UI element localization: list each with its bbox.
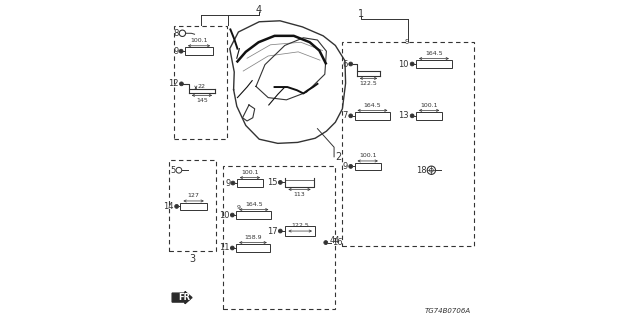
Text: 122.5: 122.5 [360, 81, 378, 86]
Bar [355, 163, 381, 170]
Bar [355, 112, 390, 120]
Circle shape [410, 114, 414, 118]
Text: FR.: FR. [179, 293, 194, 302]
Text: 1: 1 [358, 9, 364, 20]
Text: 6: 6 [343, 60, 348, 68]
Text: 7: 7 [343, 111, 348, 120]
Text: 9: 9 [236, 204, 240, 210]
Bar [342, 42, 474, 246]
Bar [416, 112, 442, 120]
Text: 44: 44 [330, 236, 340, 245]
Text: 5: 5 [170, 166, 175, 175]
Bar [185, 47, 213, 55]
Bar [223, 166, 335, 309]
Circle shape [278, 229, 282, 233]
Text: 14: 14 [164, 202, 174, 211]
Text: 18: 18 [415, 166, 426, 175]
Circle shape [410, 62, 414, 66]
Text: 16: 16 [332, 238, 342, 247]
Text: 158.9: 158.9 [244, 235, 262, 240]
Circle shape [175, 204, 179, 208]
Circle shape [324, 241, 328, 244]
Text: 17: 17 [267, 227, 278, 236]
Text: 122.5: 122.5 [291, 223, 309, 228]
Text: 2: 2 [335, 152, 342, 162]
Text: 8: 8 [173, 29, 179, 38]
Bar [285, 226, 315, 236]
Bar [169, 160, 216, 251]
Text: 10: 10 [220, 211, 230, 220]
Bar [237, 179, 263, 187]
Text: 145: 145 [196, 98, 208, 103]
Text: 100.1: 100.1 [190, 38, 208, 43]
Text: 164.5: 164.5 [245, 202, 262, 207]
Circle shape [230, 213, 234, 217]
Bar [416, 60, 452, 68]
Circle shape [179, 49, 183, 53]
Text: 4: 4 [255, 5, 262, 15]
Circle shape [278, 180, 282, 184]
Text: 9: 9 [343, 162, 348, 171]
Text: 100.1: 100.1 [420, 103, 438, 108]
Circle shape [230, 246, 234, 250]
Text: 113: 113 [294, 192, 305, 197]
Text: 3: 3 [189, 254, 196, 264]
Text: 11: 11 [220, 244, 230, 252]
Text: 164.5: 164.5 [364, 103, 381, 108]
Circle shape [349, 164, 353, 168]
Circle shape [231, 181, 235, 185]
FancyArrow shape [172, 292, 192, 304]
Text: 9: 9 [225, 179, 230, 188]
Text: 100.1: 100.1 [241, 170, 259, 175]
Bar [236, 211, 271, 219]
Text: 127: 127 [188, 193, 200, 198]
Text: TG74B0706A: TG74B0706A [424, 308, 470, 314]
Bar [180, 203, 207, 210]
Text: 9: 9 [404, 39, 409, 45]
Text: 13: 13 [398, 111, 409, 120]
Text: 15: 15 [268, 178, 278, 187]
Text: 9: 9 [173, 47, 179, 56]
Text: 10: 10 [399, 60, 409, 68]
Text: 100.1: 100.1 [359, 153, 376, 158]
Circle shape [349, 114, 353, 118]
Bar [236, 244, 270, 252]
Circle shape [349, 62, 353, 66]
Text: 12: 12 [168, 79, 179, 88]
Text: 22: 22 [197, 84, 205, 89]
Bar [174, 26, 227, 139]
Text: 164.5: 164.5 [425, 51, 443, 56]
Circle shape [179, 82, 183, 86]
